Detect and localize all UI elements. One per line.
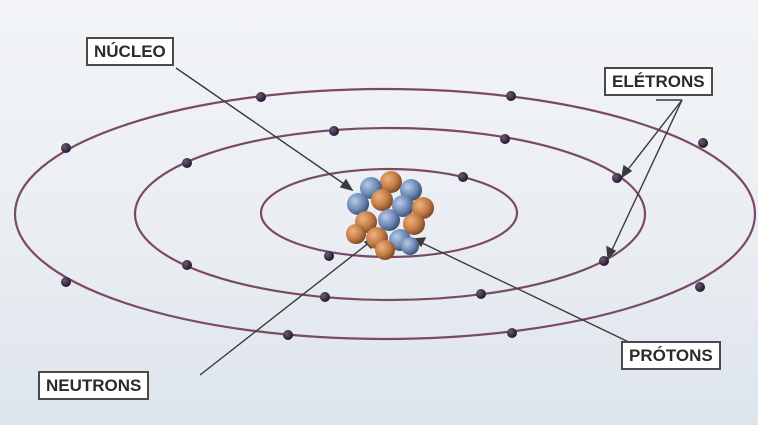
orbit-outer xyxy=(13,87,757,341)
nucleus-arrowhead xyxy=(339,178,354,192)
proton xyxy=(375,240,395,260)
electron xyxy=(324,251,334,261)
electron xyxy=(256,92,266,102)
electron xyxy=(283,330,293,340)
electron xyxy=(612,173,622,183)
electron xyxy=(500,134,510,144)
electron xyxy=(599,256,609,266)
neutrons-pointer xyxy=(199,241,371,376)
nucleus-label: NÚCLEO xyxy=(86,37,174,66)
electron xyxy=(329,126,339,136)
electron-arrowhead-2 xyxy=(606,245,617,260)
electron xyxy=(61,143,71,153)
proton xyxy=(412,197,434,219)
neutron xyxy=(347,193,369,215)
neutrons-label: NEUTRONS xyxy=(38,371,150,400)
protons-label: PRÓTONS xyxy=(621,341,721,370)
electrons xyxy=(61,91,708,340)
electron xyxy=(698,138,708,148)
neutron xyxy=(392,195,414,217)
electron-pointer-2 xyxy=(610,99,683,253)
proton xyxy=(371,189,393,211)
orbit-middle xyxy=(133,126,647,302)
electron xyxy=(695,282,705,292)
electron xyxy=(458,172,468,182)
nucleus xyxy=(346,171,434,260)
electron xyxy=(506,91,516,101)
orbits xyxy=(13,87,757,341)
electron xyxy=(61,277,71,287)
electrons-label: ELÉTRONS xyxy=(604,67,713,96)
protons-pointer xyxy=(419,241,636,346)
proton xyxy=(380,171,402,193)
proton xyxy=(403,213,425,235)
electron-pointer-1 xyxy=(625,99,683,173)
electron xyxy=(182,260,192,270)
electron xyxy=(320,292,330,302)
electron-arrowhead-1 xyxy=(621,164,633,179)
neutron xyxy=(401,237,419,255)
electron xyxy=(507,328,517,338)
nucleus-pointer xyxy=(175,67,348,187)
electron xyxy=(182,158,192,168)
electron xyxy=(476,289,486,299)
proton xyxy=(346,224,366,244)
neutron xyxy=(378,209,400,231)
